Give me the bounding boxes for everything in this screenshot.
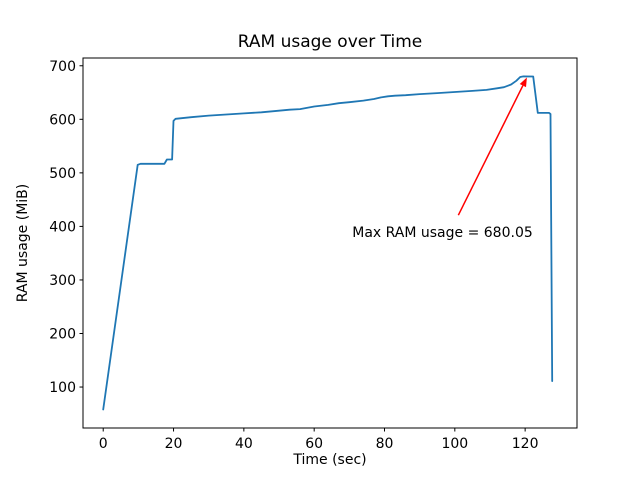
x-tick-label: 20 [165, 436, 183, 452]
x-tick-label: 40 [235, 436, 253, 452]
y-tick-label: 600 [49, 112, 76, 128]
annotation-arrowhead-icon [519, 77, 527, 88]
annotation-arrow [457, 77, 527, 216]
plot-area [82, 57, 578, 429]
y-tick-label: 700 [49, 59, 76, 75]
x-axis-ticks: 0 20 40 60 80 100 120 [99, 428, 539, 452]
chart-title: RAM usage over Time [238, 32, 422, 52]
y-axis-label: RAM usage (MiB) [15, 184, 31, 302]
y-tick-label: 200 [49, 326, 76, 342]
ram-usage-line [102, 75, 554, 411]
y-tick-label: 400 [49, 219, 76, 235]
annotation-label: Max RAM usage = 680.05 [352, 225, 533, 241]
annotation-arrow-shaft [457, 85, 524, 216]
x-axis-label: Time (sec) [292, 452, 366, 468]
y-axis-ticks: 100 200 300 400 500 600 700 [49, 59, 83, 396]
x-tick-label: 0 [99, 436, 108, 452]
x-tick-label: 80 [376, 436, 394, 452]
y-tick-label: 500 [49, 166, 76, 182]
y-tick-label: 300 [49, 273, 76, 289]
y-tick-label: 100 [49, 380, 76, 396]
x-tick-label: 60 [305, 436, 323, 452]
x-tick-label: 100 [441, 436, 468, 452]
x-tick-label: 120 [512, 436, 539, 452]
